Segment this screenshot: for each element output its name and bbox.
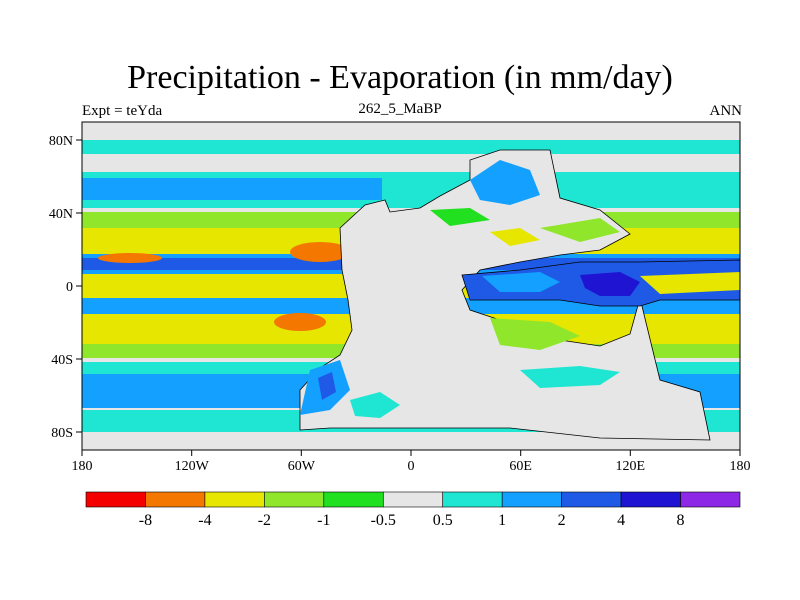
lat-tick-label: 80N xyxy=(49,134,73,149)
lon-tick-label: 120W xyxy=(175,459,210,474)
colorbar-swatch xyxy=(561,491,622,508)
lat-ticks: 80N 40N 0 40S 80S xyxy=(49,134,82,441)
colorbar-label: 0.5 xyxy=(433,512,453,529)
colorbar-label: 4 xyxy=(617,512,625,529)
colorbar-swatch xyxy=(264,491,325,508)
orange-max-west xyxy=(98,253,162,263)
north-land-green2 xyxy=(430,208,490,226)
lat-tick-label: 40S xyxy=(51,353,73,368)
colorbar-label: -1 xyxy=(317,512,330,529)
season-label: ANN xyxy=(709,103,743,119)
tethys-max xyxy=(580,272,640,296)
colorbar-swatch xyxy=(442,491,503,508)
colorbar-swatch xyxy=(620,491,681,508)
north-land-blue xyxy=(470,160,540,205)
lon-tick-label: 60E xyxy=(509,459,532,474)
colorbar-label: -4 xyxy=(198,512,211,529)
colorbar-swatch xyxy=(382,491,444,508)
map-field xyxy=(82,122,740,450)
colorbar-label: 2 xyxy=(558,512,566,529)
lon-ticks: 180 120W 60W 0 60E 120E 180 xyxy=(72,450,751,474)
colorbar-swatch xyxy=(204,491,265,508)
lon-tick-label: 0 xyxy=(408,459,415,474)
orange-max-nh xyxy=(290,242,350,262)
lon-tick-label: 180 xyxy=(730,459,751,474)
band-80n xyxy=(82,140,740,154)
lat-tick-label: 0 xyxy=(66,280,73,295)
lon-tick-label: 120E xyxy=(616,459,646,474)
north-land-green xyxy=(540,218,620,242)
colorbar-label: 8 xyxy=(677,512,685,529)
south-land-green xyxy=(490,318,580,350)
orange-max-sh xyxy=(274,313,326,331)
colorbar-swatch xyxy=(85,491,146,508)
tethys-west xyxy=(482,272,560,292)
colorbar: -8 -4 -2 -1 -0.5 0.5 1 2 4 8 xyxy=(85,491,741,529)
period-label: 262_5_MaBP xyxy=(358,101,442,117)
colorbar-swatch xyxy=(680,491,741,508)
band-50n-blue xyxy=(82,178,382,200)
map-title: Precipitation - Evaporation (in mm/day) xyxy=(127,59,673,96)
lon-tick-label: 60W xyxy=(288,459,316,474)
lon-tick-label: 180 xyxy=(72,459,93,474)
colorbar-swatch xyxy=(145,491,206,508)
south-land-cyan xyxy=(350,392,400,418)
lat-tick-label: 80S xyxy=(51,426,73,441)
north-land-yellow xyxy=(490,228,540,246)
colorbar-swatch xyxy=(501,491,562,508)
experiment-label: Expt = teYda xyxy=(82,103,163,119)
tethys-east-yellow xyxy=(640,272,740,294)
colorbar-label: -0.5 xyxy=(371,512,396,529)
colorbar-swatch xyxy=(323,491,384,508)
colorbar-label: -8 xyxy=(139,512,152,529)
south-land-cyan2 xyxy=(520,366,620,388)
colorbar-label: -2 xyxy=(258,512,271,529)
colorbar-label: 1 xyxy=(498,512,506,529)
lat-tick-label: 40N xyxy=(49,207,73,222)
south-land-darkblue xyxy=(318,372,336,400)
